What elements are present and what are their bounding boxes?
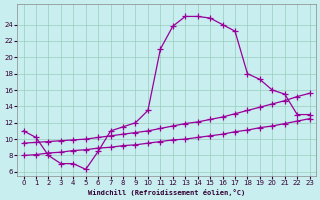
X-axis label: Windchill (Refroidissement éolien,°C): Windchill (Refroidissement éolien,°C) (88, 189, 245, 196)
